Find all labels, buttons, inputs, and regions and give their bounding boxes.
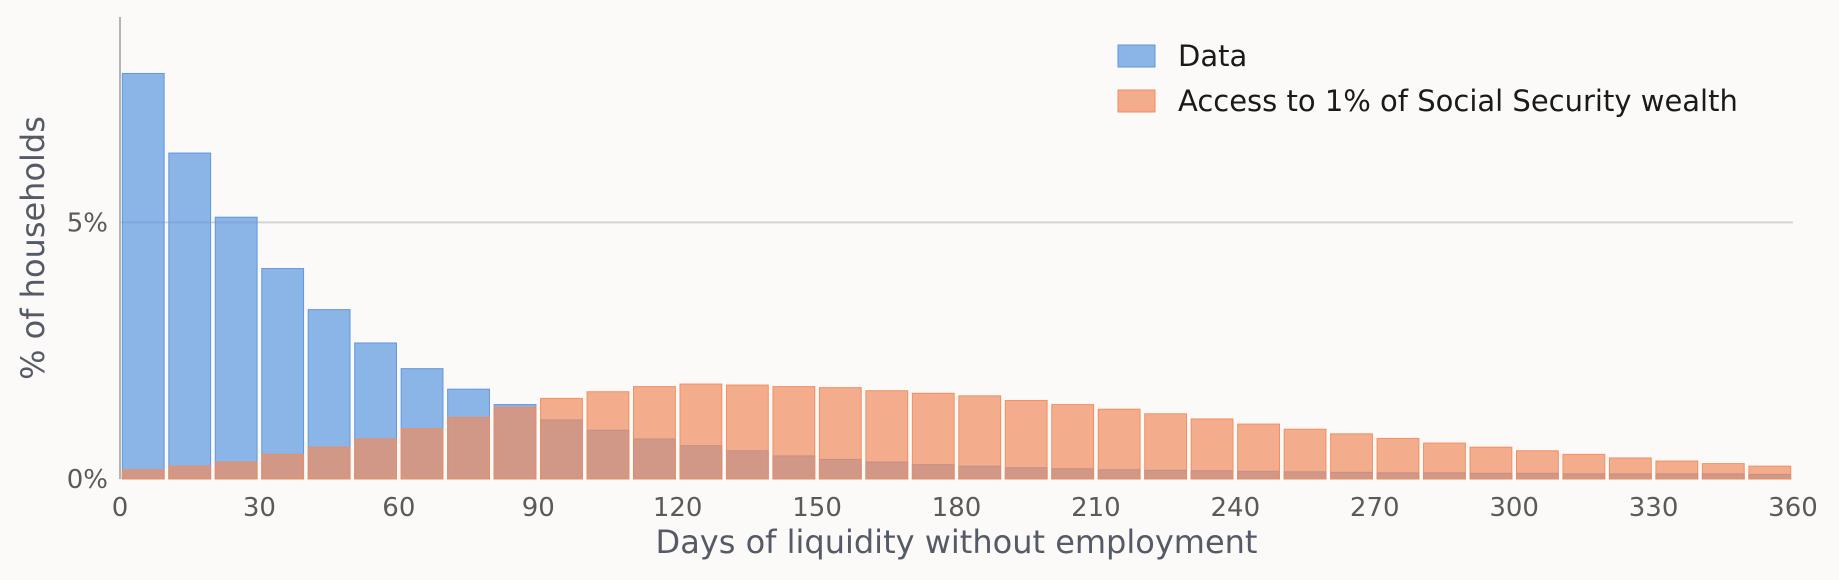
bar-series-1: [1701, 463, 1745, 480]
bar-series-1: [865, 390, 909, 480]
bar-series-1: [818, 387, 862, 480]
legend-swatch-social-security: [1117, 89, 1156, 113]
bar-series-1: [1283, 428, 1327, 480]
x-tick-label: 300: [1489, 493, 1539, 523]
x-tick-label: 240: [1211, 493, 1261, 523]
bar-series-1: [400, 428, 444, 480]
bar-series-1: [1190, 418, 1234, 480]
bar-series-1: [1237, 423, 1280, 480]
bar-series-1: [772, 386, 816, 480]
x-tick-label: 180: [932, 493, 982, 523]
y-tick-label: 0%: [67, 465, 108, 495]
bar-series-1: [540, 397, 583, 480]
bar-series-1: [1655, 460, 1699, 480]
bar-series-0: [261, 268, 305, 480]
y-tick-label: 5%: [67, 208, 108, 238]
bar-series-1: [1562, 453, 1606, 480]
legend-label-data: Data: [1178, 39, 1247, 73]
bar-series-1: [1376, 437, 1420, 480]
bar-series-1: [1330, 433, 1373, 480]
legend-label-social-security: Access to 1% of Social Security wealth: [1178, 84, 1738, 118]
bar-series-1: [307, 446, 351, 480]
x-tick-label: 360: [1768, 493, 1818, 523]
y-axis-ticks: 0% 5%: [67, 208, 108, 495]
bar-series-1: [447, 416, 490, 480]
bar-series-1: [121, 469, 165, 480]
x-tick-label: 330: [1629, 493, 1679, 523]
bar-series-1: [1423, 442, 1466, 480]
bars: [121, 72, 1792, 480]
bar-series-1: [1748, 465, 1792, 480]
bar-series-1: [1608, 457, 1652, 480]
x-tick-label: 60: [382, 493, 415, 523]
bar-series-1: [1004, 399, 1048, 480]
x-tick-label: 210: [1071, 493, 1121, 523]
bar-series-1: [261, 453, 305, 480]
x-tick-label: 120: [653, 493, 703, 523]
bar-series-0: [168, 152, 212, 480]
x-axis-ticks: 0 30 60 90 120 150 180 210 240 270 300 330 360: [112, 493, 1818, 523]
bar-series-1: [679, 383, 723, 480]
bar-series-1: [725, 384, 769, 480]
x-tick-label: 30: [243, 493, 276, 523]
x-tick-label: 150: [792, 493, 842, 523]
x-tick-label: 90: [522, 493, 555, 523]
x-axis-title: Days of liquidity without employment: [656, 523, 1258, 561]
bar-series-1: [354, 438, 398, 480]
bar-series-1: [214, 461, 258, 480]
bar-series-1: [1097, 408, 1141, 480]
legend: Data Access to 1% of Social Security wea…: [1117, 39, 1738, 118]
bar-series-1: [168, 465, 212, 480]
bar-series-0: [121, 72, 165, 480]
x-tick-label: 0: [112, 493, 129, 523]
bar-series-1: [911, 392, 955, 480]
x-tick-label: 270: [1350, 493, 1400, 523]
legend-swatch-data: [1117, 44, 1156, 68]
y-axis-title: % of households: [14, 116, 52, 380]
bar-series-1: [586, 391, 630, 480]
bar-series-1: [493, 406, 537, 480]
bar-series-1: [1515, 450, 1559, 480]
bar-series-0: [214, 216, 258, 480]
bar-series-1: [1051, 404, 1095, 480]
bar-series-1: [958, 395, 1002, 480]
bar-series-1: [1144, 413, 1188, 480]
bar-series-1: [1469, 446, 1513, 480]
bar-series-1: [633, 386, 676, 480]
